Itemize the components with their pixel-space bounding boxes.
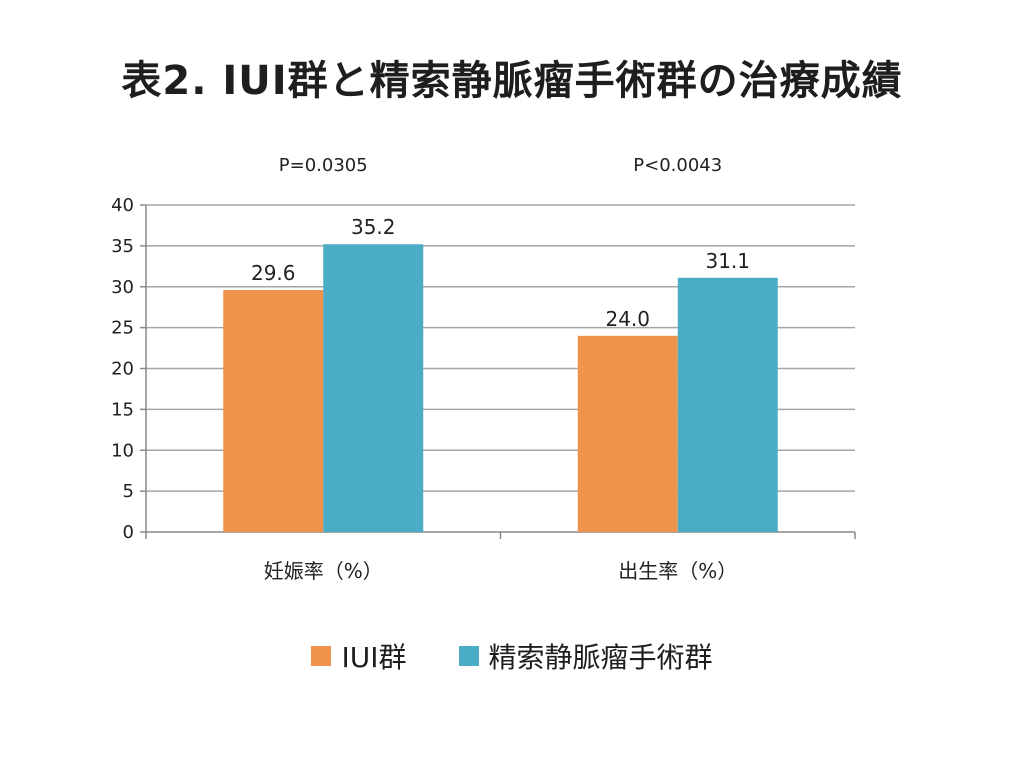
y-tick-label-25: 25 (111, 318, 134, 339)
y-tick-label-15: 15 (111, 399, 134, 420)
legend-item-varicocele-surgery: 精索静脈瘤手術群 (458, 636, 713, 676)
bar-series0-cat1 (577, 335, 678, 532)
x-category-label-0: 妊娠率（%） (264, 559, 383, 583)
bar-series1-cat1 (677, 277, 778, 532)
y-tick-label-20: 20 (111, 359, 134, 380)
x-category-label-1: 出生率（%） (618, 559, 737, 583)
legend-label-iui: IUI群 (341, 641, 407, 674)
data-label-series1-cat0: 35.2 (351, 215, 396, 239)
y-tick-label-35: 35 (111, 236, 134, 257)
bar-chart: 0 5 10 15 20 25 30 35 40 29.6 35.2 妊娠率（%） P=0.0305 24… (111, 155, 856, 583)
data-label-series0-cat1: 24.0 (605, 307, 650, 331)
p-value-annotation-1: P<0.0043 (633, 155, 722, 176)
bar-series1-cat0 (323, 244, 424, 533)
y-tick-label-40: 40 (111, 195, 134, 216)
data-label-series0-cat0: 29.6 (251, 261, 296, 285)
legend-swatch-iui (311, 646, 332, 666)
bar-series0-cat0 (223, 290, 324, 532)
y-tick-label-0: 0 (123, 522, 134, 543)
legend-item-iui: IUI群 (311, 636, 407, 676)
legend-label-varicocele-surgery: 精索静脈瘤手術群 (488, 641, 713, 674)
data-label-series1-cat1: 31.1 (705, 249, 750, 273)
p-value-annotation-0: P=0.0305 (279, 155, 368, 176)
y-tick-label-10: 10 (111, 440, 134, 461)
chart-legend: IUI群 精索静脈瘤手術群 (0, 636, 1024, 676)
y-tick-label-30: 30 (111, 277, 134, 298)
legend-swatch-varicocele-surgery (458, 646, 479, 666)
y-tick-label-5: 5 (123, 481, 134, 502)
chart-title: 表2. IUI群と精索静脈瘤手術群の治療成績 (121, 58, 903, 104)
